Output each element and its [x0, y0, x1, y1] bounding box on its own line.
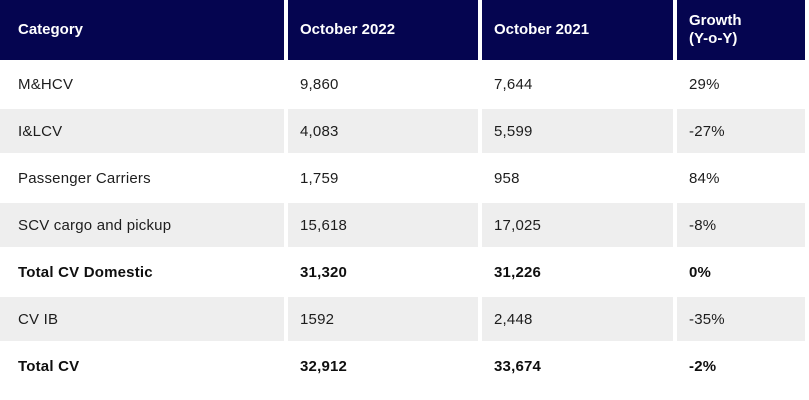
table-row-mhcv: M&HCV 9,860 7,644 29% [0, 62, 805, 106]
cell-growth-yoy: -2% [677, 344, 805, 388]
table-row-scv-cargo-pickup: SCV cargo and pickup 15,618 17,025 -8% [0, 203, 805, 247]
cell-october-2021: 2,448 [482, 297, 673, 341]
cell-category: SCV cargo and pickup [0, 203, 284, 247]
table-header-row: Category October 2022 October 2021 Growt… [0, 0, 805, 60]
header-label-october-2022: October 2022 [300, 21, 396, 38]
header-cell-category: Category [0, 0, 284, 60]
cell-october-2022: 1592 [288, 297, 478, 341]
cell-category: Total CV Domestic [0, 250, 284, 294]
cell-october-2022: 9,860 [288, 62, 478, 106]
cell-category: M&HCV [0, 62, 284, 106]
cell-october-2021: 17,025 [482, 203, 673, 247]
table-row-total-cv: Total CV 32,912 33,674 -2% [0, 344, 805, 388]
header-label-growth-line1: Growth [689, 12, 742, 29]
cell-october-2021: 958 [482, 156, 673, 200]
table-row-total-cv-domestic: Total CV Domestic 31,320 31,226 0% [0, 250, 805, 294]
header-label-growth-line2: (Y-o-Y) [689, 30, 738, 47]
cell-october-2022: 32,912 [288, 344, 478, 388]
header-cell-october-2021: October 2021 [482, 0, 673, 60]
cell-october-2022: 31,320 [288, 250, 478, 294]
cell-october-2021: 33,674 [482, 344, 673, 388]
cell-october-2022: 15,618 [288, 203, 478, 247]
table-row-passenger-carriers: Passenger Carriers 1,759 958 84% [0, 156, 805, 200]
cv-sales-table: Category October 2022 October 2021 Growt… [0, 0, 805, 388]
cell-growth-yoy: 84% [677, 156, 805, 200]
cell-october-2022: 1,759 [288, 156, 478, 200]
cell-growth-yoy: 29% [677, 62, 805, 106]
header-cell-october-2022: October 2022 [288, 0, 478, 60]
cell-growth-yoy: -8% [677, 203, 805, 247]
header-label-category: Category [18, 21, 84, 38]
cell-october-2021: 7,644 [482, 62, 673, 106]
cell-category: Passenger Carriers [0, 156, 284, 200]
header-label-october-2021: October 2021 [494, 21, 590, 38]
cell-growth-yoy: -27% [677, 109, 805, 153]
table-row-ilcv: I&LCV 4,083 5,599 -27% [0, 109, 805, 153]
cell-growth-yoy: -35% [677, 297, 805, 341]
table-row-cv-ib: CV IB 1592 2,448 -35% [0, 297, 805, 341]
cell-category: Total CV [0, 344, 284, 388]
cell-category: I&LCV [0, 109, 284, 153]
cell-october-2021: 5,599 [482, 109, 673, 153]
header-cell-growth-yoy: Growth (Y-o-Y) [677, 0, 805, 60]
cell-category: CV IB [0, 297, 284, 341]
cell-growth-yoy: 0% [677, 250, 805, 294]
cell-october-2021: 31,226 [482, 250, 673, 294]
cell-october-2022: 4,083 [288, 109, 478, 153]
